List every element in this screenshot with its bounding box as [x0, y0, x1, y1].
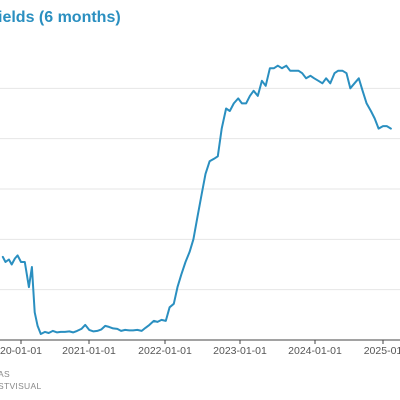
chart-title: ields (6 months) [0, 9, 121, 26]
x-tick-label: 2021-01-01 [62, 345, 116, 357]
x-axis-ticks: 20-01-01 2021-01-01 2022-01-01 2023-01-01 20… [0, 340, 400, 357]
x-tick-label: 2024-01-01 [288, 345, 342, 357]
x-tick-label: 2023-01-01 [213, 345, 267, 357]
gridlines [0, 87, 400, 291]
source-line-2: STVISUAL [0, 381, 42, 391]
x-tick-label: 2022-01-01 [138, 345, 192, 357]
series-line [1, 64, 392, 335]
x-tick-label: 20-01-01 [0, 345, 42, 357]
source-line-1: AS [0, 369, 10, 379]
source-note: AS STVISUAL [0, 368, 42, 392]
x-tick-label: 2025-01 [364, 345, 400, 357]
